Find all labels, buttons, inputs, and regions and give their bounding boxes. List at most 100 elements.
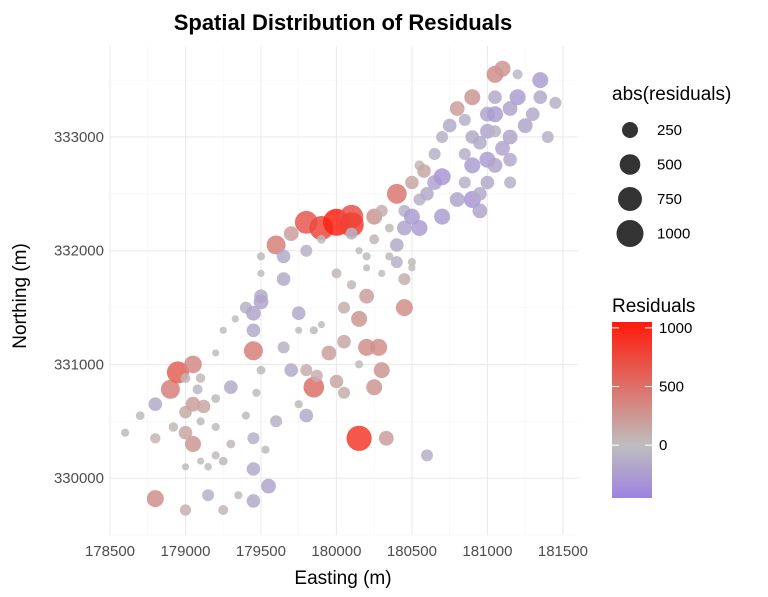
residual-point bbox=[363, 264, 371, 272]
y-tick-label: 332000 bbox=[54, 243, 104, 260]
residual-point bbox=[211, 451, 220, 460]
residual-point bbox=[549, 96, 562, 109]
chart-title: Spatial Distribution of Residuals bbox=[174, 10, 513, 35]
residual-point bbox=[464, 157, 481, 174]
residual-point bbox=[295, 326, 303, 334]
residual-point bbox=[449, 192, 465, 207]
residual-point bbox=[339, 212, 364, 237]
residual-point bbox=[148, 397, 163, 412]
residual-point bbox=[420, 187, 434, 201]
residual-point bbox=[291, 306, 306, 321]
residual-point bbox=[246, 462, 261, 476]
residual-point bbox=[261, 445, 270, 454]
residual-point bbox=[146, 490, 164, 508]
y-tick-label: 331000 bbox=[54, 356, 104, 373]
residual-point bbox=[204, 463, 212, 471]
residual-point bbox=[338, 301, 350, 314]
grid-lines bbox=[109, 46, 578, 536]
residual-point bbox=[502, 129, 518, 145]
residual-point bbox=[121, 428, 130, 437]
residual-point bbox=[331, 268, 342, 279]
residual-point bbox=[398, 273, 411, 286]
residual-point bbox=[405, 175, 419, 190]
residual-point bbox=[386, 183, 407, 204]
color-legend-label: 0 bbox=[659, 437, 667, 454]
residual-point bbox=[270, 415, 283, 428]
residual-point bbox=[494, 60, 511, 77]
residual-point bbox=[345, 227, 358, 240]
size-legend: abs(residuals) 250 500 750 1000 bbox=[612, 84, 731, 247]
size-legend-key bbox=[618, 187, 642, 211]
residual-point bbox=[246, 305, 261, 321]
size-legend-key bbox=[619, 154, 641, 175]
residual-point bbox=[458, 176, 471, 189]
size-legend-key bbox=[616, 220, 644, 247]
residual-point bbox=[192, 384, 203, 395]
residual-point bbox=[473, 135, 487, 150]
residual-point bbox=[509, 89, 526, 106]
residual-point bbox=[224, 380, 238, 395]
residual-point bbox=[458, 113, 471, 126]
color-legend: Residuals 0 500 1000 bbox=[612, 296, 695, 498]
residual-point bbox=[184, 355, 202, 374]
residual-point bbox=[503, 152, 517, 167]
residual-point bbox=[355, 247, 363, 255]
residual-point bbox=[449, 101, 465, 116]
residual-point bbox=[241, 411, 250, 420]
residual-point bbox=[321, 345, 337, 361]
x-axis-ticks: 178500 179000 179500 180000 180500 181000 1815… bbox=[85, 543, 588, 560]
residual-point bbox=[434, 208, 451, 225]
residual-point bbox=[408, 264, 416, 272]
residual-point bbox=[373, 362, 390, 379]
residual-point bbox=[489, 125, 501, 138]
residual-point bbox=[211, 422, 220, 432]
residual-point bbox=[362, 252, 371, 261]
residual-point bbox=[385, 252, 394, 261]
residual-point bbox=[310, 369, 323, 382]
residual-point bbox=[502, 101, 518, 116]
residual-point bbox=[504, 176, 517, 189]
x-tick-label: 179500 bbox=[236, 543, 286, 560]
residual-point bbox=[247, 432, 260, 445]
residual-point bbox=[458, 148, 471, 160]
residual-point bbox=[300, 364, 313, 377]
residual-point bbox=[464, 89, 481, 106]
residual-point bbox=[487, 158, 503, 173]
residual-point bbox=[185, 436, 201, 452]
size-legend-label: 250 bbox=[657, 122, 682, 139]
residual-point bbox=[150, 433, 161, 444]
residual-point bbox=[366, 379, 383, 396]
x-tick-label: 178500 bbox=[85, 543, 135, 560]
size-legend-label: 750 bbox=[657, 191, 682, 208]
x-tick-label: 180500 bbox=[387, 543, 437, 560]
residual-point bbox=[433, 168, 451, 186]
color-legend-ticks: 0 500 1000 bbox=[612, 320, 692, 454]
residual-point bbox=[417, 164, 431, 178]
x-tick-label: 181500 bbox=[538, 543, 588, 560]
residual-point bbox=[421, 449, 433, 462]
residual-point bbox=[472, 203, 488, 219]
residual-point bbox=[359, 288, 374, 304]
residual-point bbox=[358, 338, 376, 356]
residual-point bbox=[261, 478, 276, 494]
residual-point bbox=[436, 131, 449, 143]
residual-point bbox=[428, 148, 441, 160]
residual-point bbox=[351, 310, 368, 327]
residual-point bbox=[317, 321, 325, 329]
residual-point bbox=[256, 365, 266, 375]
residual-point bbox=[160, 379, 180, 399]
residual-point bbox=[211, 394, 221, 403]
residual-point bbox=[181, 463, 190, 471]
y-axis-ticks: 330000 331000 332000 333000 bbox=[54, 129, 104, 487]
residual-point bbox=[231, 315, 239, 323]
residual-point bbox=[442, 118, 457, 133]
residual-point bbox=[179, 504, 192, 516]
residual-point bbox=[196, 417, 205, 426]
residual-point bbox=[411, 220, 428, 236]
residual-point bbox=[195, 373, 206, 383]
residual-point bbox=[212, 349, 220, 357]
color-legend-label: 500 bbox=[659, 379, 684, 396]
residual-point bbox=[276, 249, 291, 264]
residual-point bbox=[473, 187, 487, 201]
residual-point bbox=[488, 90, 502, 104]
